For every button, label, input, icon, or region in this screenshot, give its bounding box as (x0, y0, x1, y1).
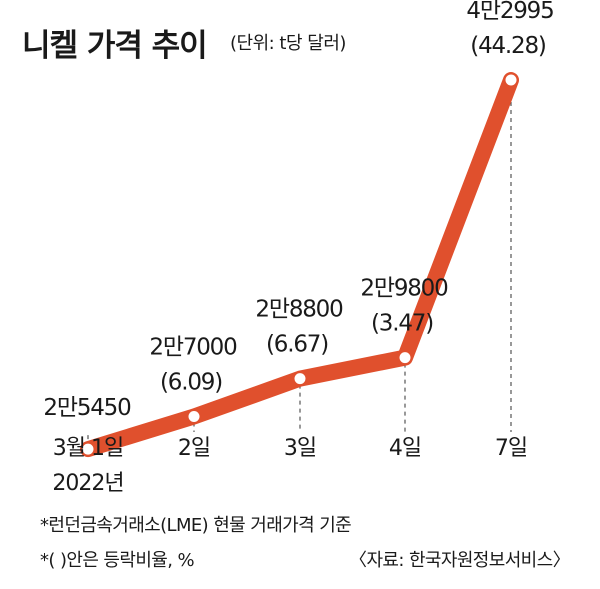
footnote-change-rate: *( )안은 등락비율, % (40, 550, 195, 571)
chart-title: 니켈 가격 추이 (22, 28, 208, 64)
value-label-5: 4만2995 (466, 0, 553, 24)
x-tick-label-2: 2일 (178, 436, 210, 461)
unit-note: (단위: t당 달러) (230, 33, 346, 54)
x-tick-label-5: 7일 (495, 436, 527, 461)
data-point-3 (294, 373, 306, 385)
x-tick-sublabel-1: 2022년 (52, 471, 123, 496)
data-point-5 (505, 74, 517, 86)
x-tick-label-3: 3일 (284, 436, 316, 461)
data-point-1 (82, 443, 94, 455)
value-label-1: 2만5450 (43, 395, 131, 421)
change-label-2: (6.09) (160, 370, 222, 396)
source-note: 〈자료: 한국자원정보서비스〉 (349, 550, 571, 571)
change-label-4: (3.47) (371, 311, 433, 337)
x-tick-label-4: 4일 (389, 436, 421, 461)
change-label-3: (6.67) (266, 332, 328, 358)
value-label-3: 2만8800 (255, 297, 343, 323)
footnote-price-basis: *런던금속거래소(LME) 현물 거래가격 기준 (40, 515, 352, 536)
value-label-2: 2만7000 (149, 335, 237, 361)
data-point-4 (399, 352, 411, 364)
change-label-5: (44.28) (470, 33, 545, 59)
data-point-2 (188, 411, 200, 423)
value-label-4: 2만9800 (360, 276, 448, 302)
x-tick-label-1: 3월 1일 (53, 436, 123, 461)
